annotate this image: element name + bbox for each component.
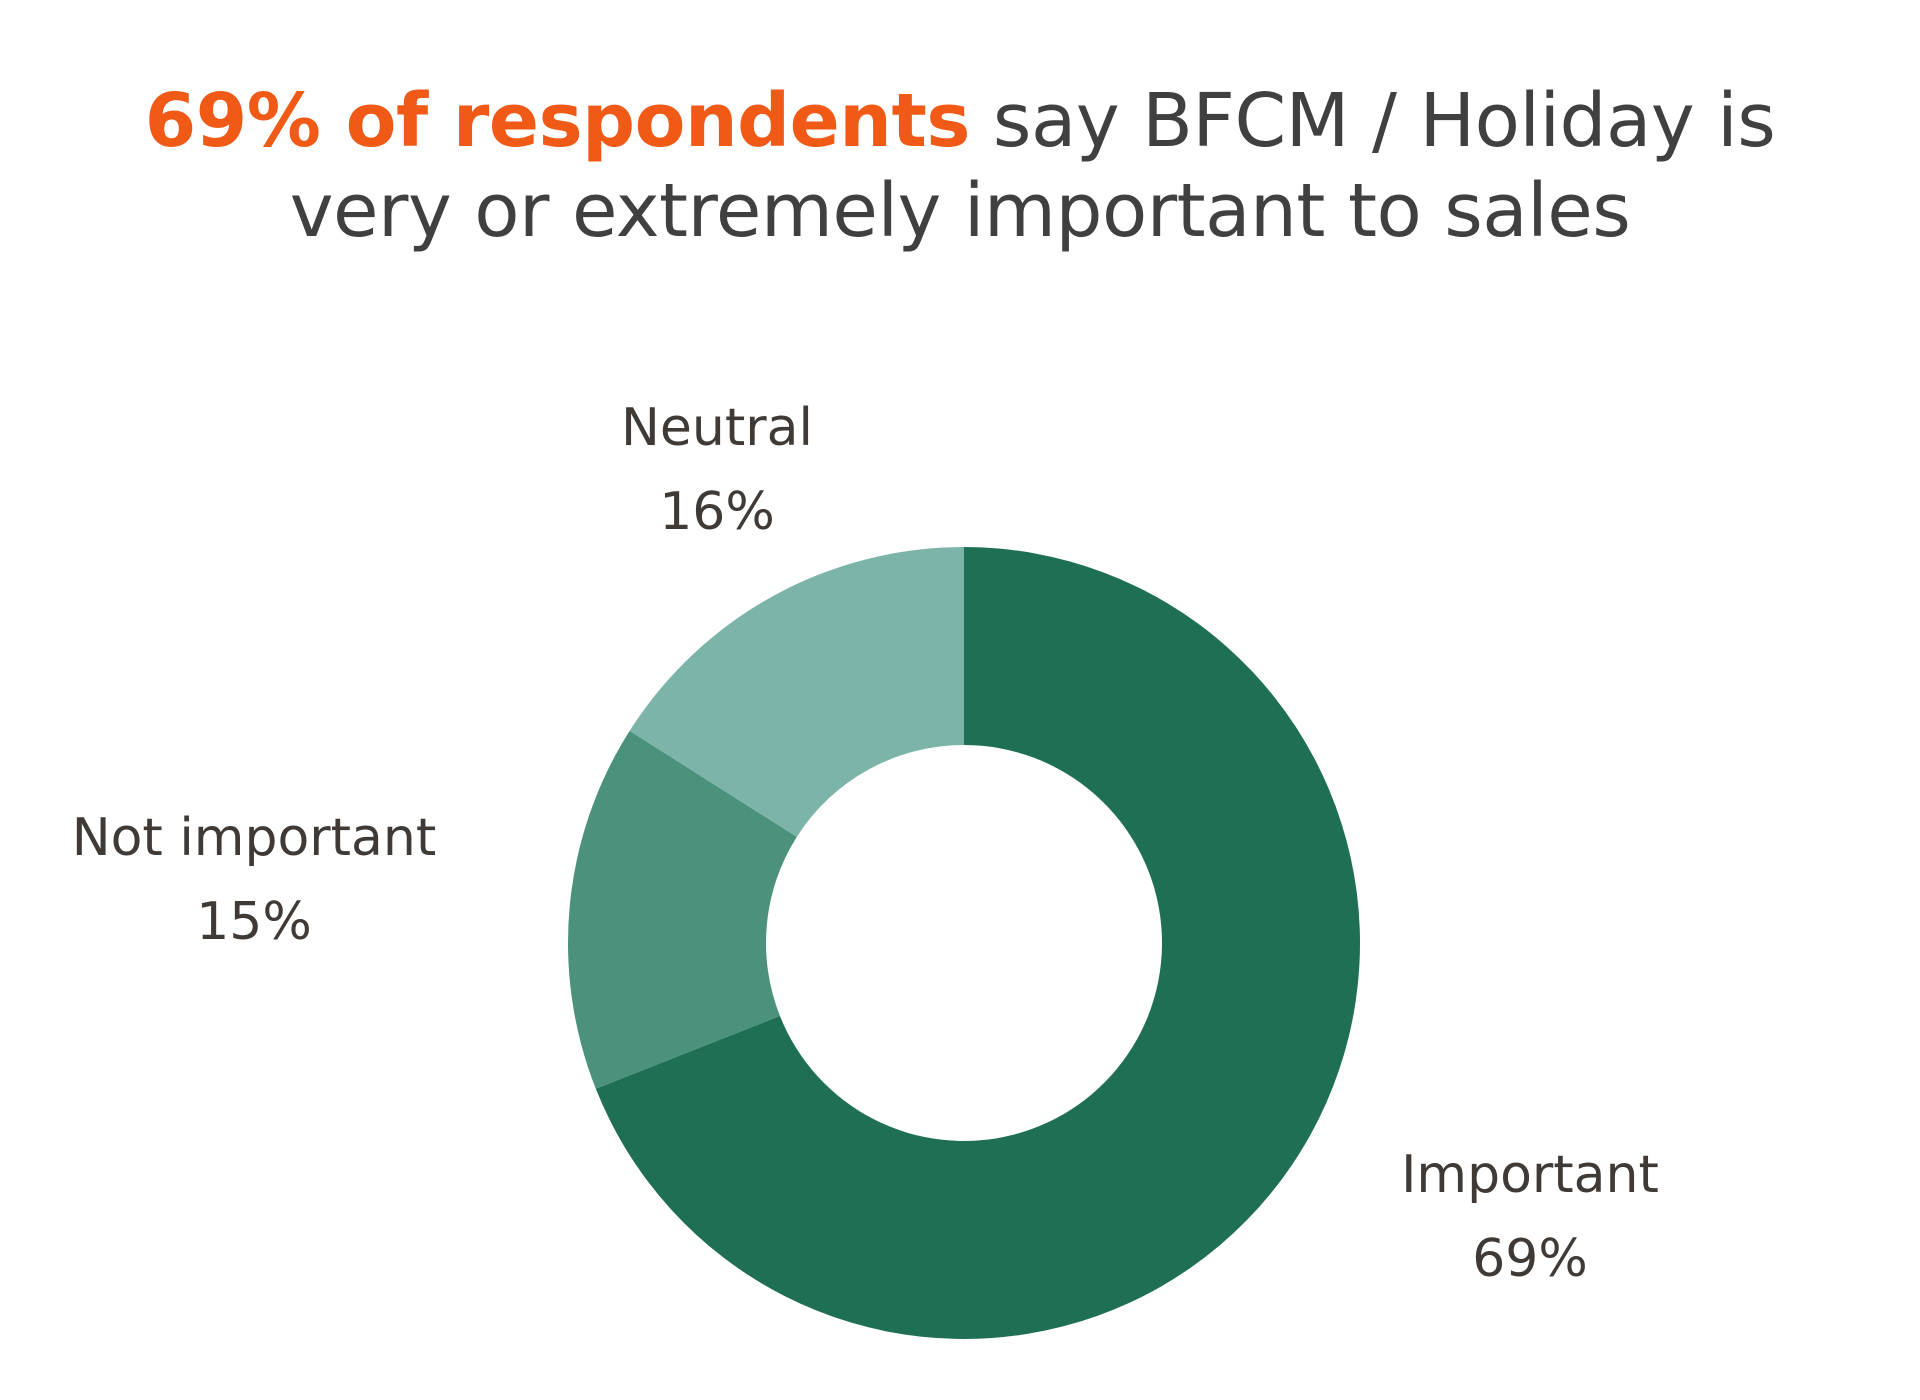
donut-labels: Important 69% Not important 15% Neutral 16% (72, 398, 1659, 1289)
title-line-2: very or extremely important to sales (289, 168, 1631, 254)
slice-label-not-important: Not important (72, 808, 437, 868)
chart-title: 69% of respondents say BFCM / Holiday is… (0, 76, 1920, 256)
donut-slices (567, 547, 1361, 1339)
slice-label-neutral: Neutral (621, 398, 813, 458)
title-highlight: 69% of respondents (144, 78, 971, 164)
slice-value-neutral: 16% (659, 482, 775, 542)
slice-value-not-important: 15% (196, 892, 312, 952)
title-line-1-rest: say BFCM / Holiday is (969, 78, 1776, 164)
slice-important (595, 547, 1361, 1339)
slice-label-important: Important (1401, 1145, 1659, 1205)
slice-value-important: 69% (1472, 1229, 1588, 1289)
slice-not-important (567, 730, 797, 1089)
slice-neutral (629, 547, 964, 837)
title-line-1: 69% of respondents say BFCM / Holiday is (0, 76, 1920, 166)
